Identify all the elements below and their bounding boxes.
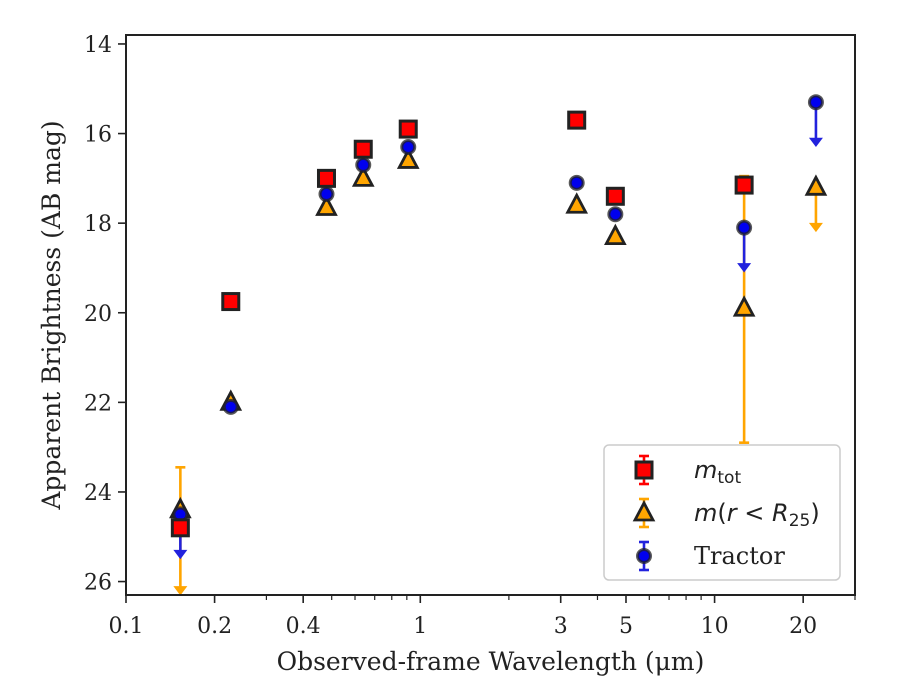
legend-label-tractor: Tractor [694, 542, 785, 570]
legend-marker-tractor [636, 548, 652, 564]
legend: mtot m(r < R25) Tractor [603, 444, 841, 581]
m_tot-point [316, 168, 336, 188]
m_tot-point [221, 292, 241, 312]
y-tick-label: 22 [84, 391, 112, 416]
plot-frame [125, 34, 856, 596]
legend-entry-m_r25: m(r < R25) [632, 497, 820, 531]
legend-entry-m_tot: mtot [634, 454, 741, 488]
tractor-point [318, 186, 335, 203]
y-tick-label: 16 [84, 123, 112, 148]
m_r25-point [804, 174, 828, 196]
y-tick-label: 14 [84, 33, 112, 58]
y-axis-label: Apparent Brightness (AB mag) [37, 120, 66, 510]
tractor-point [355, 156, 372, 173]
tractor-point [222, 398, 239, 415]
legend-box [603, 444, 841, 581]
m_r25-point [732, 295, 756, 317]
legend-label-m_tot: mtot [694, 456, 741, 488]
m_r25-point [351, 165, 375, 187]
m_r25-point [565, 192, 589, 214]
legend-entry-tractor: Tractor [636, 540, 785, 572]
m_tot-point [734, 175, 754, 195]
tractor-point [736, 219, 753, 236]
tractor-point [568, 174, 585, 191]
m_tot-point [398, 119, 418, 139]
m_tot-point [567, 110, 587, 130]
y-tick-label: 24 [84, 481, 112, 506]
m_r25-point [396, 147, 420, 169]
tractor-point [400, 139, 417, 155]
x-tick-label: 0.1 [109, 614, 144, 639]
m_tot-point [353, 139, 373, 159]
m_r25-point [315, 194, 338, 216]
m_tot-point [605, 186, 625, 206]
x-tick-label: 1 [413, 614, 427, 639]
tractor-point [607, 206, 624, 223]
legend-marker-m_r25 [632, 500, 656, 522]
legend-label-m_r25: m(r < R25) [694, 499, 820, 531]
x-tick-label: 3 [554, 614, 568, 639]
x-tick-label: 0.2 [197, 614, 232, 639]
x-tick-label: 0.4 [286, 614, 321, 639]
x-tick-label: 20 [789, 614, 817, 639]
legend-marker-m_tot [634, 460, 654, 480]
y-tick-label: 20 [84, 302, 112, 327]
x-tick-label: 5 [619, 614, 633, 639]
y-tick-label: 18 [84, 212, 112, 237]
y-tick-label: 26 [84, 571, 112, 596]
x-tick-label: 10 [701, 614, 729, 639]
m_r25-point [604, 223, 627, 246]
tractor-point [807, 94, 824, 111]
axis-ticks: 0.1 0.2 0.4 1 3 5 10 20 14 16 18 20 22 24 26 [84, 33, 856, 639]
m_tot-point [170, 518, 190, 538]
x-axis-label: Observed-frame Wavelength (μm) [277, 647, 705, 676]
data-layer [169, 94, 828, 596]
